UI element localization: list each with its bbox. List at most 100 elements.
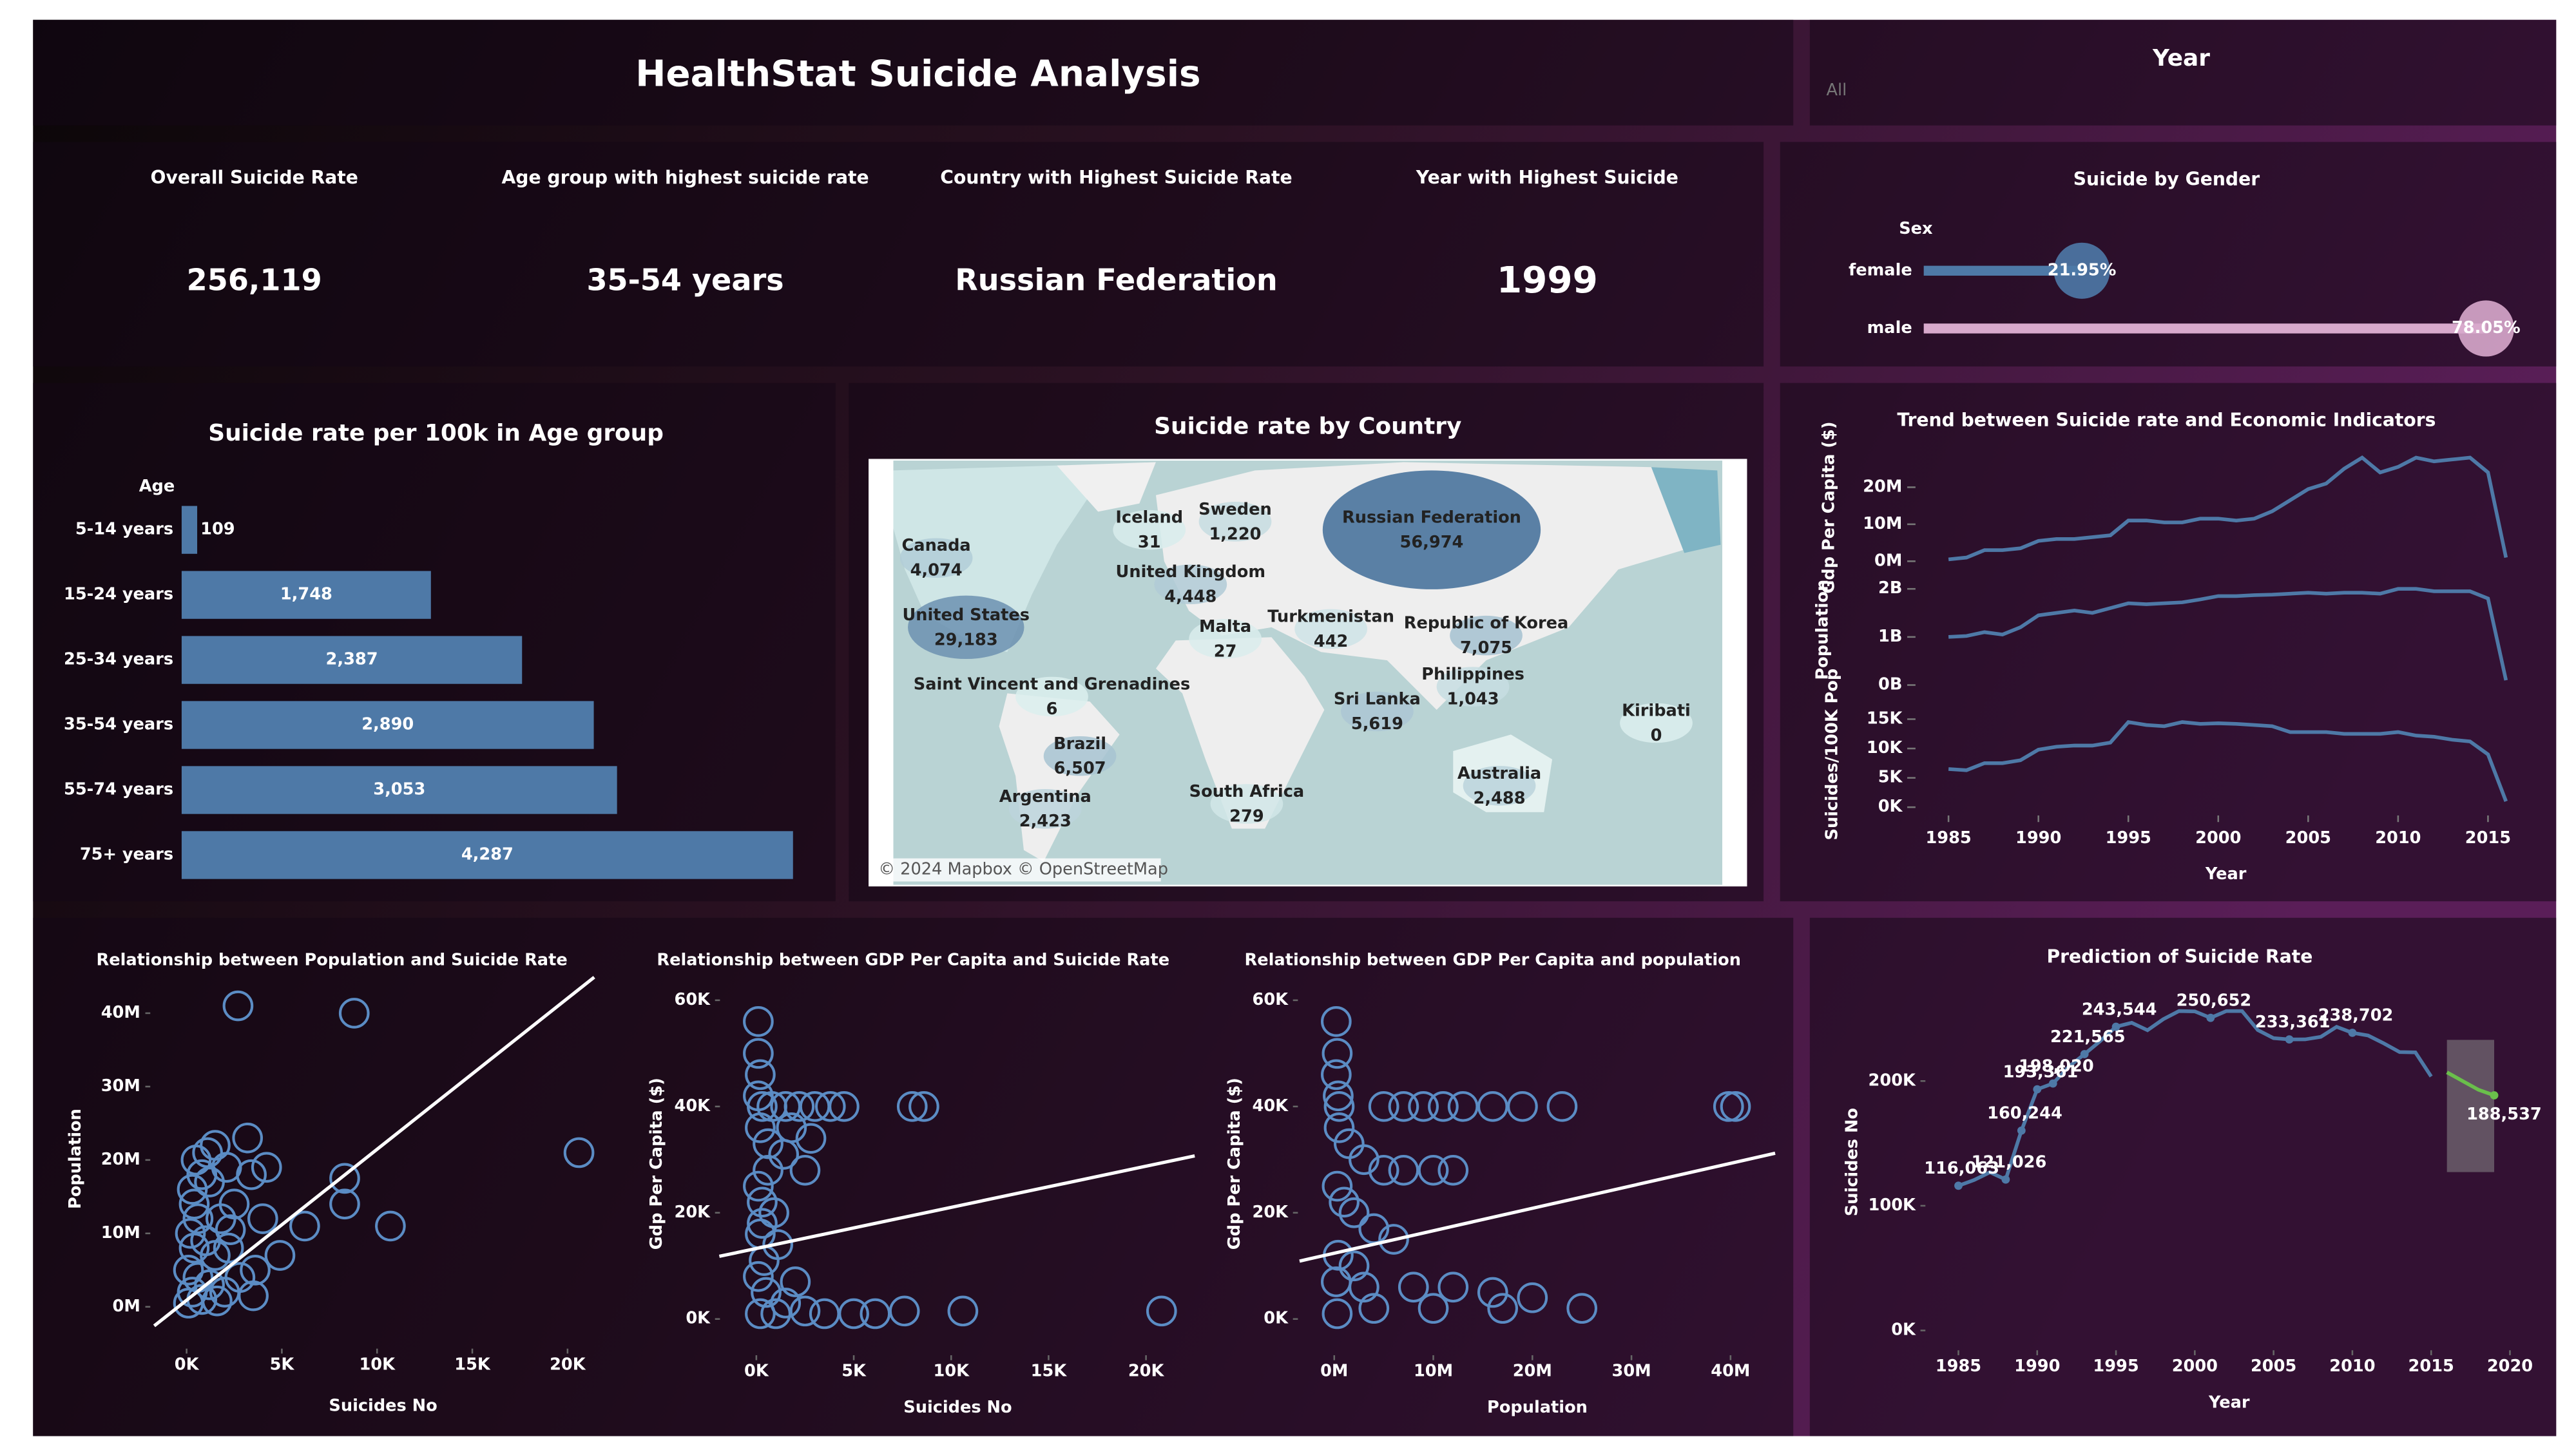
marks: Overall Suicide Rate 256,119 Age group wit…: [64, 167, 2542, 1417]
y-tick-label: 40K: [675, 1096, 711, 1116]
point: [236, 1159, 267, 1190]
y-tick-label: 60K: [675, 990, 711, 1009]
point: [829, 1091, 860, 1122]
point: [760, 1298, 791, 1329]
country-label: Philippines: [1421, 665, 1524, 684]
point: [232, 1122, 264, 1154]
chart-title: Trend between Suicide rate and Economic …: [1897, 409, 2436, 430]
y-tick-label: 10K: [1867, 738, 1903, 757]
x-tick-label: 15K: [1031, 1362, 1068, 1381]
country-value: 2,423: [1019, 812, 1072, 831]
x-tick-label: 40M: [1711, 1362, 1750, 1381]
x-tick-label: 0K: [175, 1355, 200, 1374]
y-tick-label: 0M: [1874, 551, 1902, 570]
country-label: Australia: [1457, 764, 1541, 783]
y-tick-label: 0M: [113, 1297, 140, 1316]
x-tick-label: 2010: [2329, 1357, 2375, 1376]
map: [869, 459, 1747, 887]
point: [1368, 1091, 1399, 1122]
kpi-value: 256,119: [187, 263, 322, 298]
filter-label: Year: [2152, 45, 2210, 71]
point: [190, 1225, 222, 1257]
value-label: 250,652: [2177, 991, 2252, 1011]
x-tick-label: 2000: [2195, 828, 2241, 848]
point: [1368, 1154, 1399, 1186]
point: [896, 1091, 928, 1122]
x-axis-label: Population: [1487, 1398, 1588, 1417]
x-tick-label: 1990: [2015, 828, 2061, 848]
point: [264, 1240, 296, 1271]
bar: [1923, 323, 2486, 334]
point: [1713, 1091, 1744, 1122]
point: [338, 998, 370, 1029]
country-label: Argentina: [999, 787, 1091, 806]
labeled-point: [2206, 1013, 2215, 1022]
bar: [181, 766, 617, 814]
country-region: [1154, 564, 1227, 604]
x-axis-label: Year: [2205, 864, 2247, 884]
point: [795, 1123, 827, 1154]
value-label: 21.95%: [2048, 260, 2117, 280]
category-label: 75+ years: [80, 844, 173, 864]
filter-value[interactable]: All: [1826, 81, 1847, 100]
value-label: 121,026: [1972, 1153, 2047, 1172]
country-value: 5,619: [1351, 714, 1403, 734]
line: [1948, 719, 2508, 803]
chart-title: Relationship between GDP Per Capita and …: [1245, 950, 1741, 969]
point: [783, 1091, 815, 1122]
point: [182, 1203, 214, 1234]
point: [889, 1295, 920, 1327]
country-value: 4,074: [910, 561, 963, 580]
point: [743, 1261, 774, 1292]
bar: [181, 831, 793, 879]
point: [1398, 1272, 1429, 1303]
value-label: 188,537: [2466, 1105, 2542, 1124]
point: [770, 1288, 802, 1319]
country-label: Saint Vincent and Grenadines: [914, 675, 1190, 694]
point: [1487, 1293, 1519, 1324]
x-tick-label: 20K: [1128, 1362, 1165, 1381]
point: [814, 1091, 846, 1122]
point: [747, 1186, 778, 1218]
point: [747, 1208, 778, 1239]
country-region: [1008, 788, 1082, 829]
y-tick-label: 2B: [1878, 578, 1902, 598]
point: [747, 1091, 778, 1122]
value-label: 193,361: [2003, 1063, 2079, 1082]
point: [247, 1203, 278, 1234]
chart-title: Suicide by Gender: [2073, 168, 2260, 189]
y-tick-label: 0B: [1878, 675, 1902, 694]
x-tick-label: 2015: [2408, 1357, 2454, 1376]
kpi-value: 35-54 years: [586, 263, 783, 298]
axis-label: Age: [139, 477, 175, 496]
kpi-value: 1999: [1497, 260, 1598, 301]
labeled-point: [2490, 1091, 2499, 1100]
category-label: female: [1849, 260, 1912, 280]
y-axis-label: Gdp Per Capita ($): [1820, 421, 1839, 593]
country-region: [1198, 502, 1272, 542]
point: [1329, 1186, 1360, 1218]
point: [175, 1217, 206, 1249]
point: [205, 1203, 236, 1234]
point: [1418, 1154, 1449, 1186]
point: [1507, 1091, 1538, 1122]
point: [776, 1112, 807, 1143]
point: [1566, 1293, 1598, 1324]
point: [202, 1285, 233, 1317]
point: [173, 1254, 204, 1286]
header-panel: [33, 19, 1794, 126]
chart-title: Relationship between GDP Per Capita and …: [657, 950, 1169, 969]
category-label: 15-24 years: [64, 585, 173, 604]
x-tick-label: 0M: [1320, 1362, 1348, 1381]
chart-title: Suicide rate by Country: [1154, 414, 1461, 440]
point: [1358, 1293, 1390, 1324]
trend-line: [153, 976, 595, 1328]
point: [222, 990, 254, 1022]
category-label: 5-14 years: [75, 520, 173, 539]
point: [1378, 1224, 1409, 1255]
point: [1323, 1091, 1355, 1122]
point: [947, 1295, 979, 1327]
country-region: [1463, 766, 1536, 806]
point: [1428, 1091, 1459, 1122]
x-axis-label: Suicides No: [903, 1398, 1012, 1417]
